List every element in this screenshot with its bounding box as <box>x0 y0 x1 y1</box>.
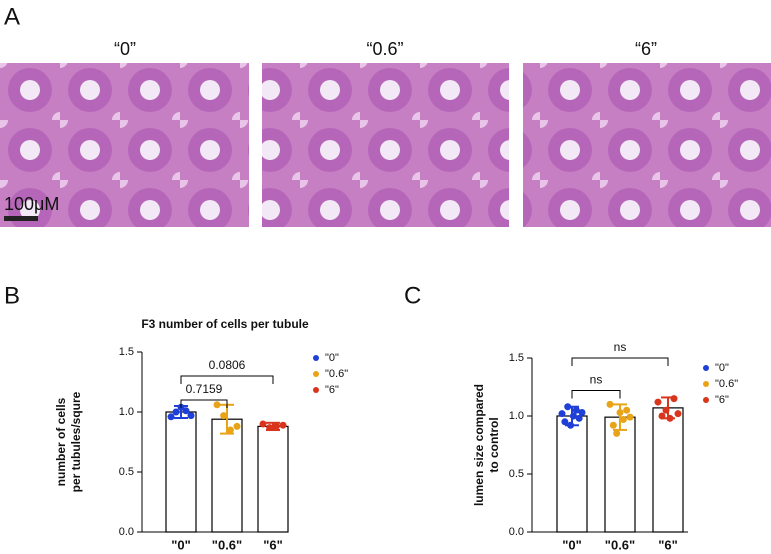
y-tick-label: 1.0 <box>509 410 524 422</box>
chart-title: F3 number of cells per tubule <box>141 317 309 331</box>
comparison-label: 0.7159 <box>186 382 223 396</box>
comparison-bracket <box>180 399 228 408</box>
panel-label: C <box>404 282 421 309</box>
scale-bar-label: 100μM <box>4 194 59 214</box>
x-tick-label: "0" <box>562 537 582 552</box>
scale-bar <box>4 216 38 221</box>
data-point <box>226 426 234 434</box>
data-point <box>213 401 221 409</box>
data-point <box>606 400 614 408</box>
legend-label: "0" <box>325 352 339 364</box>
data-point <box>674 410 682 418</box>
comparison-label: ns <box>614 340 627 354</box>
y-tick-label: 0.0 <box>509 526 524 538</box>
data-point <box>658 412 666 420</box>
data-point <box>567 421 575 429</box>
data-point <box>572 406 580 414</box>
data-point <box>616 409 624 417</box>
legend-marker <box>313 371 319 377</box>
x-tick-label: "6" <box>263 537 283 552</box>
data-point <box>578 409 586 417</box>
legend-label: "6" <box>325 384 339 396</box>
y-tick-label: 1.0 <box>119 406 134 418</box>
comparison-bracket <box>180 375 274 384</box>
data-point <box>272 422 280 430</box>
data-point <box>619 415 627 423</box>
data-point <box>220 412 228 420</box>
data-point <box>558 410 566 418</box>
data-point <box>279 421 287 429</box>
data-point <box>654 398 662 406</box>
legend-label: "6" <box>715 394 729 406</box>
data-point <box>561 418 569 426</box>
image-title: “0” <box>114 39 136 59</box>
data-point <box>613 429 621 437</box>
data-point <box>564 403 572 411</box>
y-tick-label: 0.0 <box>119 526 134 538</box>
y-tick-label: 1.5 <box>119 346 134 358</box>
data-point <box>623 406 631 414</box>
histology-image <box>262 63 509 227</box>
y-axis-label: to control <box>487 417 501 472</box>
bar <box>652 407 684 533</box>
comparison-bracket <box>571 389 621 399</box>
data-point <box>266 424 274 432</box>
data-point <box>626 413 634 421</box>
x-tick-label: "0" <box>171 537 191 552</box>
image-title: “6” <box>635 39 657 59</box>
legend-marker <box>703 397 709 403</box>
bar <box>165 411 197 533</box>
image-title: “0.6” <box>366 39 403 59</box>
panel-label: A <box>4 3 20 30</box>
comparison-label: 0.0806 <box>209 358 246 372</box>
y-tick-label: 1.5 <box>509 352 524 364</box>
panel-label: B <box>4 282 20 309</box>
comparison-bracket <box>571 357 669 366</box>
legend-label: "0.6" <box>325 368 348 380</box>
y-axis-label: number of cells <box>54 397 68 486</box>
histology-image <box>523 63 771 227</box>
bar <box>604 416 636 533</box>
data-point <box>666 414 674 422</box>
legend-marker <box>703 381 709 387</box>
histology-image <box>0 63 249 227</box>
x-tick-label: "0.6" <box>212 537 242 552</box>
data-point <box>182 407 190 415</box>
data-point <box>670 395 678 403</box>
data-point <box>172 408 180 416</box>
legend-marker <box>703 365 709 371</box>
data-point <box>187 412 195 420</box>
y-tick-label: 0.5 <box>509 468 524 480</box>
x-tick-label: "6" <box>658 537 678 552</box>
y-tick-label: 0.5 <box>119 466 134 478</box>
comparison-label: ns <box>590 373 603 387</box>
data-point <box>575 414 583 422</box>
legend-label: "0" <box>715 362 729 374</box>
data-point <box>167 413 175 421</box>
legend-label: "0.6" <box>715 378 738 390</box>
legend-marker <box>313 355 319 361</box>
data-point <box>259 420 267 428</box>
y-axis-label: per tubules/squre <box>69 391 83 492</box>
data-point <box>569 412 577 420</box>
data-point <box>609 421 617 429</box>
y-axis-label: lumen size compared <box>472 384 486 506</box>
legend-marker <box>313 387 319 393</box>
bar <box>257 425 289 533</box>
data-point <box>662 406 670 414</box>
x-tick-label: "0.6" <box>605 537 635 552</box>
data-point <box>233 422 241 430</box>
bar <box>556 415 588 533</box>
bar <box>211 418 243 533</box>
